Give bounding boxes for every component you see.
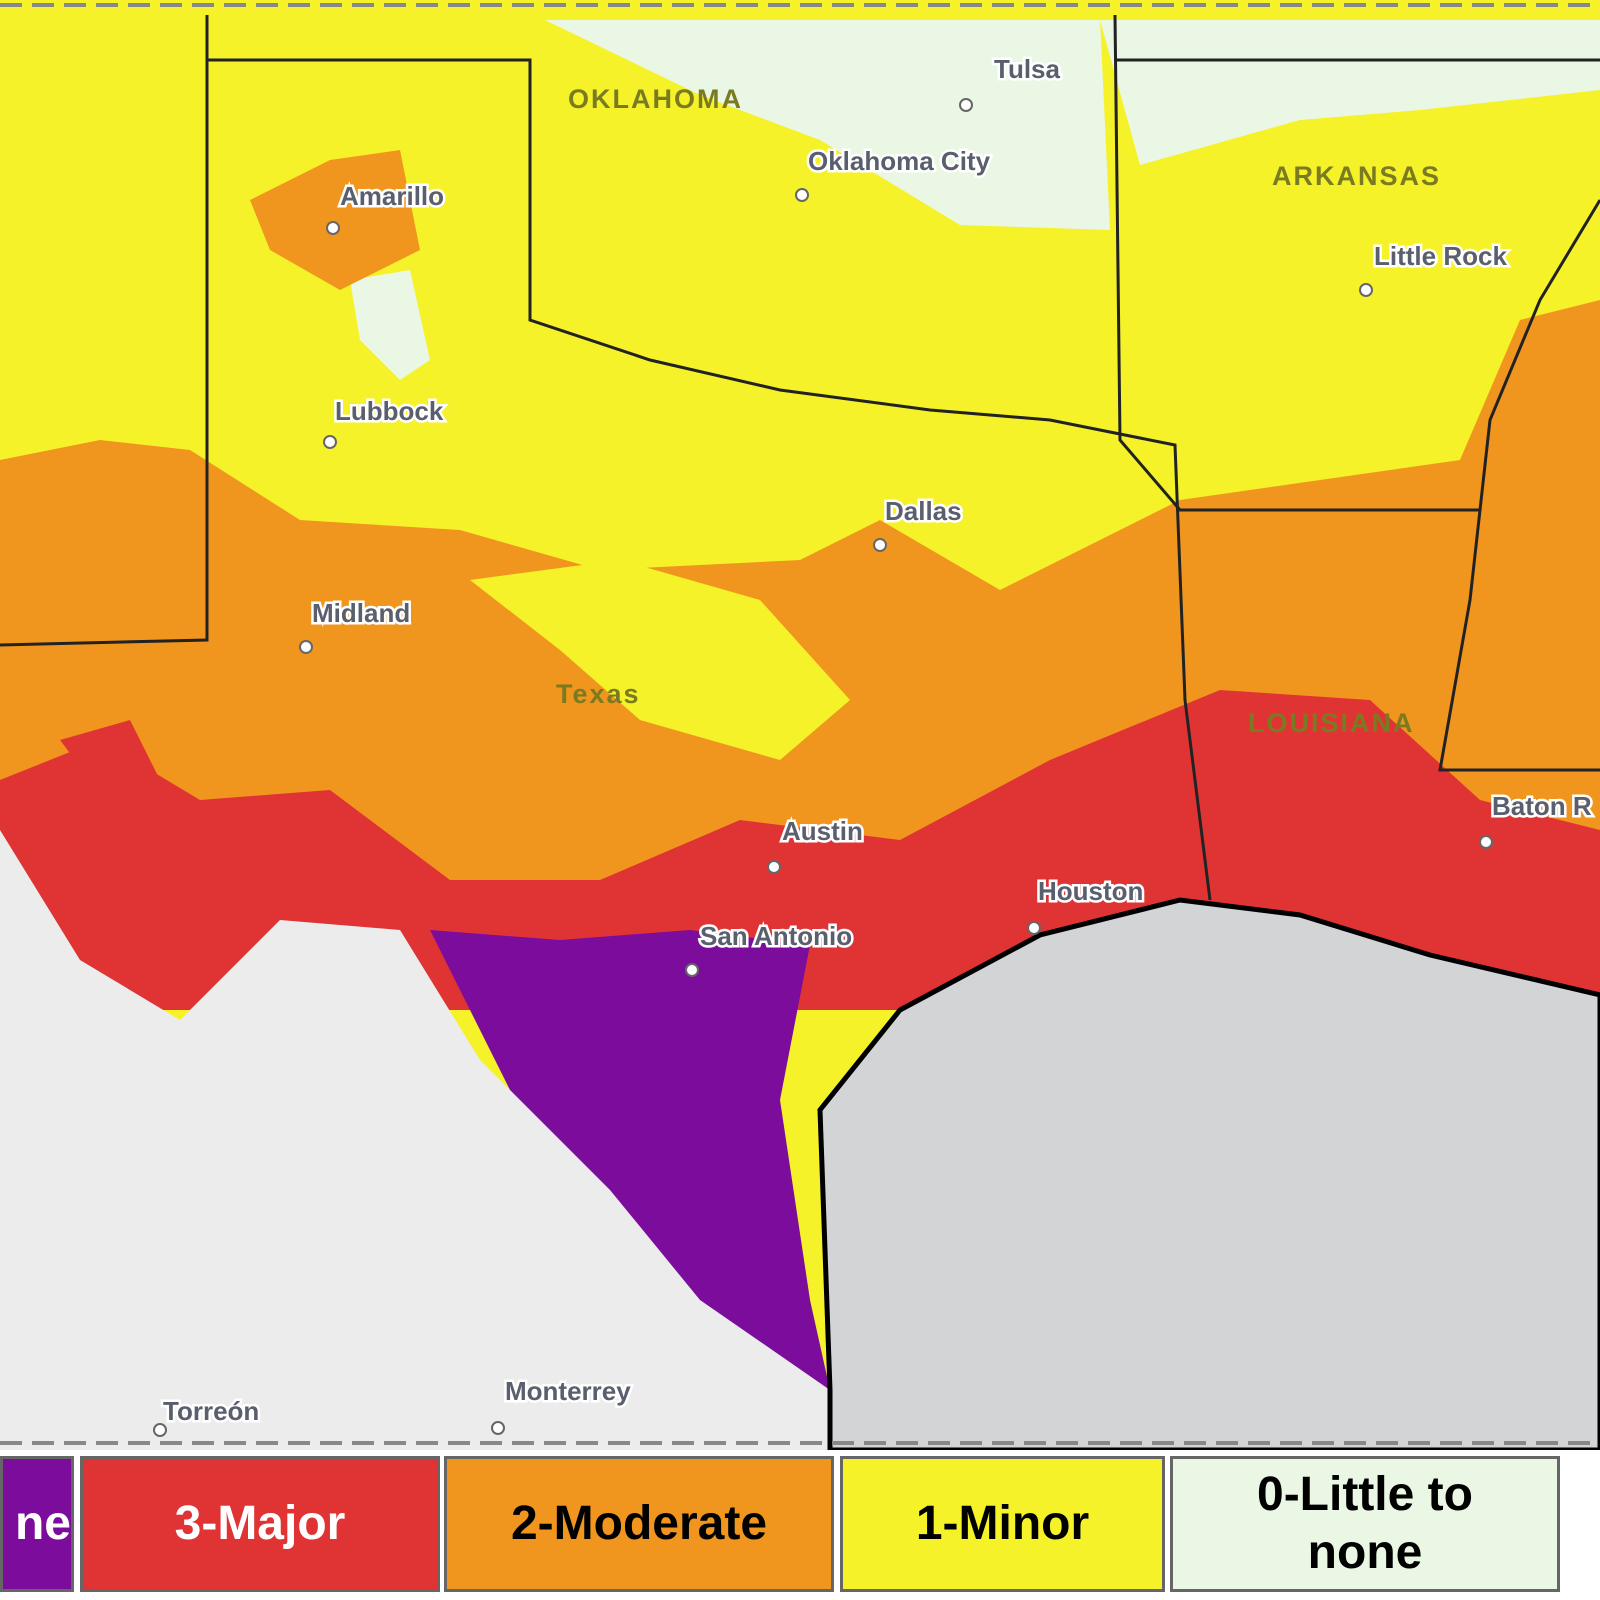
- city-label: Houston: [1038, 876, 1143, 906]
- legend-entry: ne: [0, 1456, 74, 1592]
- city-label: Oklahoma City: [808, 146, 991, 176]
- city-marker: [1479, 835, 1493, 849]
- city-label: Tulsa: [994, 54, 1061, 84]
- legend: ne 3-Major 2-Moderate 1-Minor 0-Little to no…: [0, 1456, 1600, 1596]
- city-label: Monterrey: [505, 1376, 631, 1406]
- city-marker: [299, 640, 313, 654]
- borders: [0, 14, 1600, 901]
- map: OKLAHOMA ARKANSAS Texas LOUISIANA Tulsa Oklah…: [0, 0, 1600, 1450]
- city-label: Little Rock: [1374, 241, 1507, 271]
- city-marker: [959, 98, 973, 112]
- city-label: Dallas: [885, 496, 962, 526]
- major-zone: [60, 720, 170, 820]
- city-label: Amarillo: [340, 181, 444, 211]
- border: [0, 15, 209, 647]
- city-label: Lubbock: [335, 396, 444, 426]
- city-marker: [767, 860, 781, 874]
- little-zone: [350, 270, 430, 380]
- gulf: [817, 897, 1600, 1450]
- mexico: [0, 830, 830, 1450]
- city-label: Midland: [312, 598, 410, 628]
- state-label: LOUISIANA: [1248, 708, 1415, 738]
- border: [1478, 199, 1600, 511]
- legend-entry: 0-Little to none: [1170, 1456, 1560, 1592]
- city-marker: [873, 538, 887, 552]
- city-marker: [1027, 921, 1041, 935]
- state-label: OKLAHOMA: [568, 84, 743, 114]
- city-marker: [1359, 283, 1373, 297]
- little-zone: [1100, 20, 1600, 165]
- city-marker: [491, 1421, 505, 1435]
- city-marker: [795, 188, 809, 202]
- extreme-zone: [430, 930, 830, 1410]
- city-marker: [685, 963, 699, 977]
- state-label: Texas: [556, 679, 641, 709]
- border: [207, 58, 1212, 901]
- city-label: San Antonio: [700, 921, 852, 951]
- city-marker: [153, 1423, 167, 1437]
- legend-entry: 3-Major: [80, 1456, 440, 1592]
- city-marker: [326, 221, 340, 235]
- moderate-zone: [250, 150, 420, 290]
- state-label: ARKANSAS: [1272, 161, 1441, 191]
- city-marker: [323, 435, 337, 449]
- city-label: Baton R: [1492, 791, 1592, 821]
- legend-entry: 1-Minor: [840, 1456, 1165, 1592]
- city-label: Austin: [782, 816, 863, 846]
- legend-entry: 2-Moderate: [444, 1456, 834, 1592]
- minor-zone: [470, 560, 850, 760]
- city-label: Torreón: [163, 1396, 259, 1426]
- little-zone: [545, 20, 1110, 230]
